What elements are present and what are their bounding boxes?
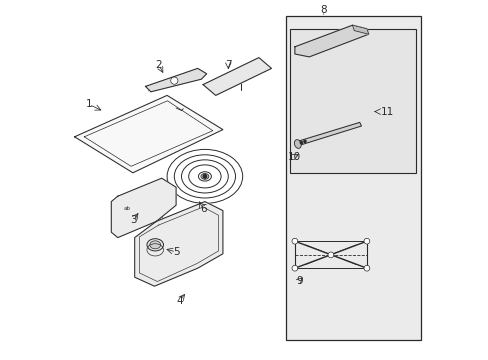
Ellipse shape (201, 174, 208, 179)
Text: 9: 9 (295, 276, 302, 286)
Circle shape (203, 175, 206, 178)
Ellipse shape (146, 239, 163, 251)
Text: 10: 10 (287, 152, 300, 162)
Polygon shape (134, 202, 223, 286)
Text: 11: 11 (381, 107, 394, 117)
Circle shape (291, 265, 297, 271)
Polygon shape (294, 25, 368, 57)
Bar (285, 16, 420, 340)
Text: 7: 7 (224, 60, 231, 70)
Text: 3: 3 (130, 215, 137, 225)
Text: ab: ab (124, 206, 131, 211)
Bar (289, 29, 415, 173)
Polygon shape (145, 68, 206, 92)
Circle shape (303, 140, 305, 143)
Ellipse shape (149, 241, 160, 249)
Polygon shape (203, 58, 271, 95)
Polygon shape (111, 178, 176, 238)
Text: 6: 6 (200, 204, 206, 214)
Polygon shape (352, 25, 368, 34)
Polygon shape (294, 122, 361, 146)
Text: 8: 8 (320, 5, 326, 15)
Ellipse shape (294, 140, 301, 148)
Text: 1: 1 (85, 99, 92, 109)
Text: 4: 4 (176, 296, 183, 306)
Circle shape (300, 141, 302, 144)
Text: 2: 2 (155, 60, 162, 70)
Circle shape (327, 252, 333, 258)
Circle shape (170, 77, 178, 84)
Circle shape (291, 238, 297, 244)
Text: 5: 5 (172, 247, 179, 257)
Circle shape (363, 265, 369, 271)
Circle shape (363, 238, 369, 244)
Polygon shape (75, 95, 223, 173)
